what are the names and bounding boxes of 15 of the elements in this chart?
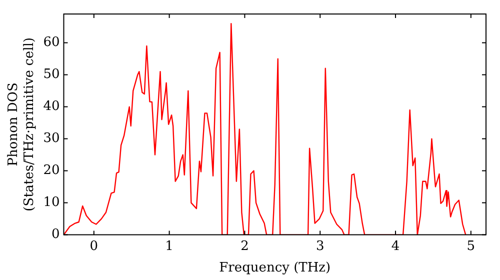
y-tick-label: 40 xyxy=(43,99,60,114)
x-axis-title: Frequency (THz) xyxy=(219,260,331,276)
x-tick-label: 1 xyxy=(165,238,174,254)
y-tick-label: 50 xyxy=(43,67,60,82)
y-tick-label: 30 xyxy=(43,131,60,146)
y-tick-label: 10 xyxy=(43,195,60,210)
x-tick-label: 2 xyxy=(240,238,249,254)
x-tick-label: 4 xyxy=(391,238,400,254)
y-tick-label: 0 xyxy=(51,227,60,242)
x-tick-label: 0 xyxy=(90,238,98,254)
x-tick-label: 5 xyxy=(466,238,476,254)
y-tick-label: 60 xyxy=(43,35,60,50)
x-tick-label: 3 xyxy=(316,238,324,254)
y-tick-label: 20 xyxy=(43,163,60,178)
y-axis-title: Phonon DOS (States/THz·primitive cell) xyxy=(6,37,37,212)
